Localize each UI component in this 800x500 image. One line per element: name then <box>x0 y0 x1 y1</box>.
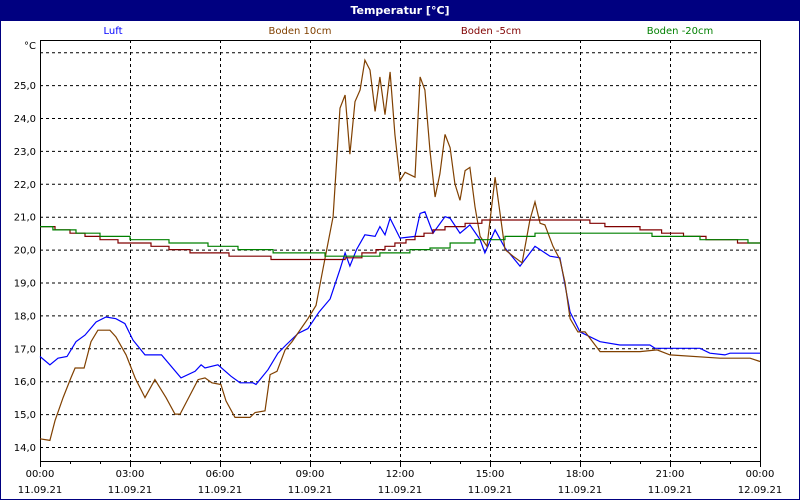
x-tick-date: 11.09.21 <box>18 485 63 496</box>
y-tick-label: 19,0 <box>14 279 36 290</box>
series-line-boden-10cm <box>39 58 761 442</box>
y-tick-label: 21,0 <box>14 213 36 224</box>
y-tick-label: 25,0 <box>14 81 36 92</box>
window-title: Temperatur [°C] <box>1 1 799 21</box>
x-tick-time: 09:00 <box>296 469 325 480</box>
y-tick-label: 23,0 <box>14 147 36 158</box>
legend-entry: Boden 10cm <box>269 26 332 37</box>
y-axis-unit: °C <box>24 41 36 52</box>
y-tick-label: 14,0 <box>14 443 36 454</box>
legend-entry: Boden -5cm <box>461 26 521 37</box>
x-tick-time: 12:00 <box>386 469 415 480</box>
plot-frame <box>40 40 761 462</box>
legend-entry: Boden -20cm <box>647 26 714 37</box>
x-tick-time: 00:00 <box>26 469 55 480</box>
x-tick-date: 11.09.21 <box>288 485 333 496</box>
legend-entry: Luft <box>104 26 123 37</box>
series-line-boden-5cm <box>40 219 760 261</box>
x-tick-date: 11.09.21 <box>198 485 243 496</box>
x-tick-time: 06:00 <box>206 469 235 480</box>
x-tick-date: 12.09.21 <box>738 485 783 496</box>
y-tick-label: 22,0 <box>14 180 36 191</box>
x-tick-date: 11.09.21 <box>108 485 153 496</box>
y-tick-label: 17,0 <box>14 344 36 355</box>
x-tick-time: 18:00 <box>566 469 595 480</box>
y-tick-label: 16,0 <box>14 377 36 388</box>
x-tick-time: 03:00 <box>116 469 145 480</box>
x-tick-date: 11.09.21 <box>648 485 693 496</box>
x-tick-date: 11.09.21 <box>468 485 513 496</box>
x-tick-time: 21:00 <box>656 469 685 480</box>
x-tick-time: 00:00 <box>746 469 775 480</box>
y-tick-label: 15,0 <box>14 410 36 421</box>
x-tick-time: 15:00 <box>476 469 505 480</box>
series-line-luft <box>39 211 760 386</box>
y-tick-label: 20,0 <box>14 246 36 257</box>
x-tick-date: 11.09.21 <box>378 485 423 496</box>
x-tick-date: 11.09.21 <box>558 485 603 496</box>
y-tick-label: 18,0 <box>14 311 36 322</box>
y-tick-label: 24,0 <box>14 114 36 125</box>
series-line-boden-20cm <box>40 226 760 257</box>
